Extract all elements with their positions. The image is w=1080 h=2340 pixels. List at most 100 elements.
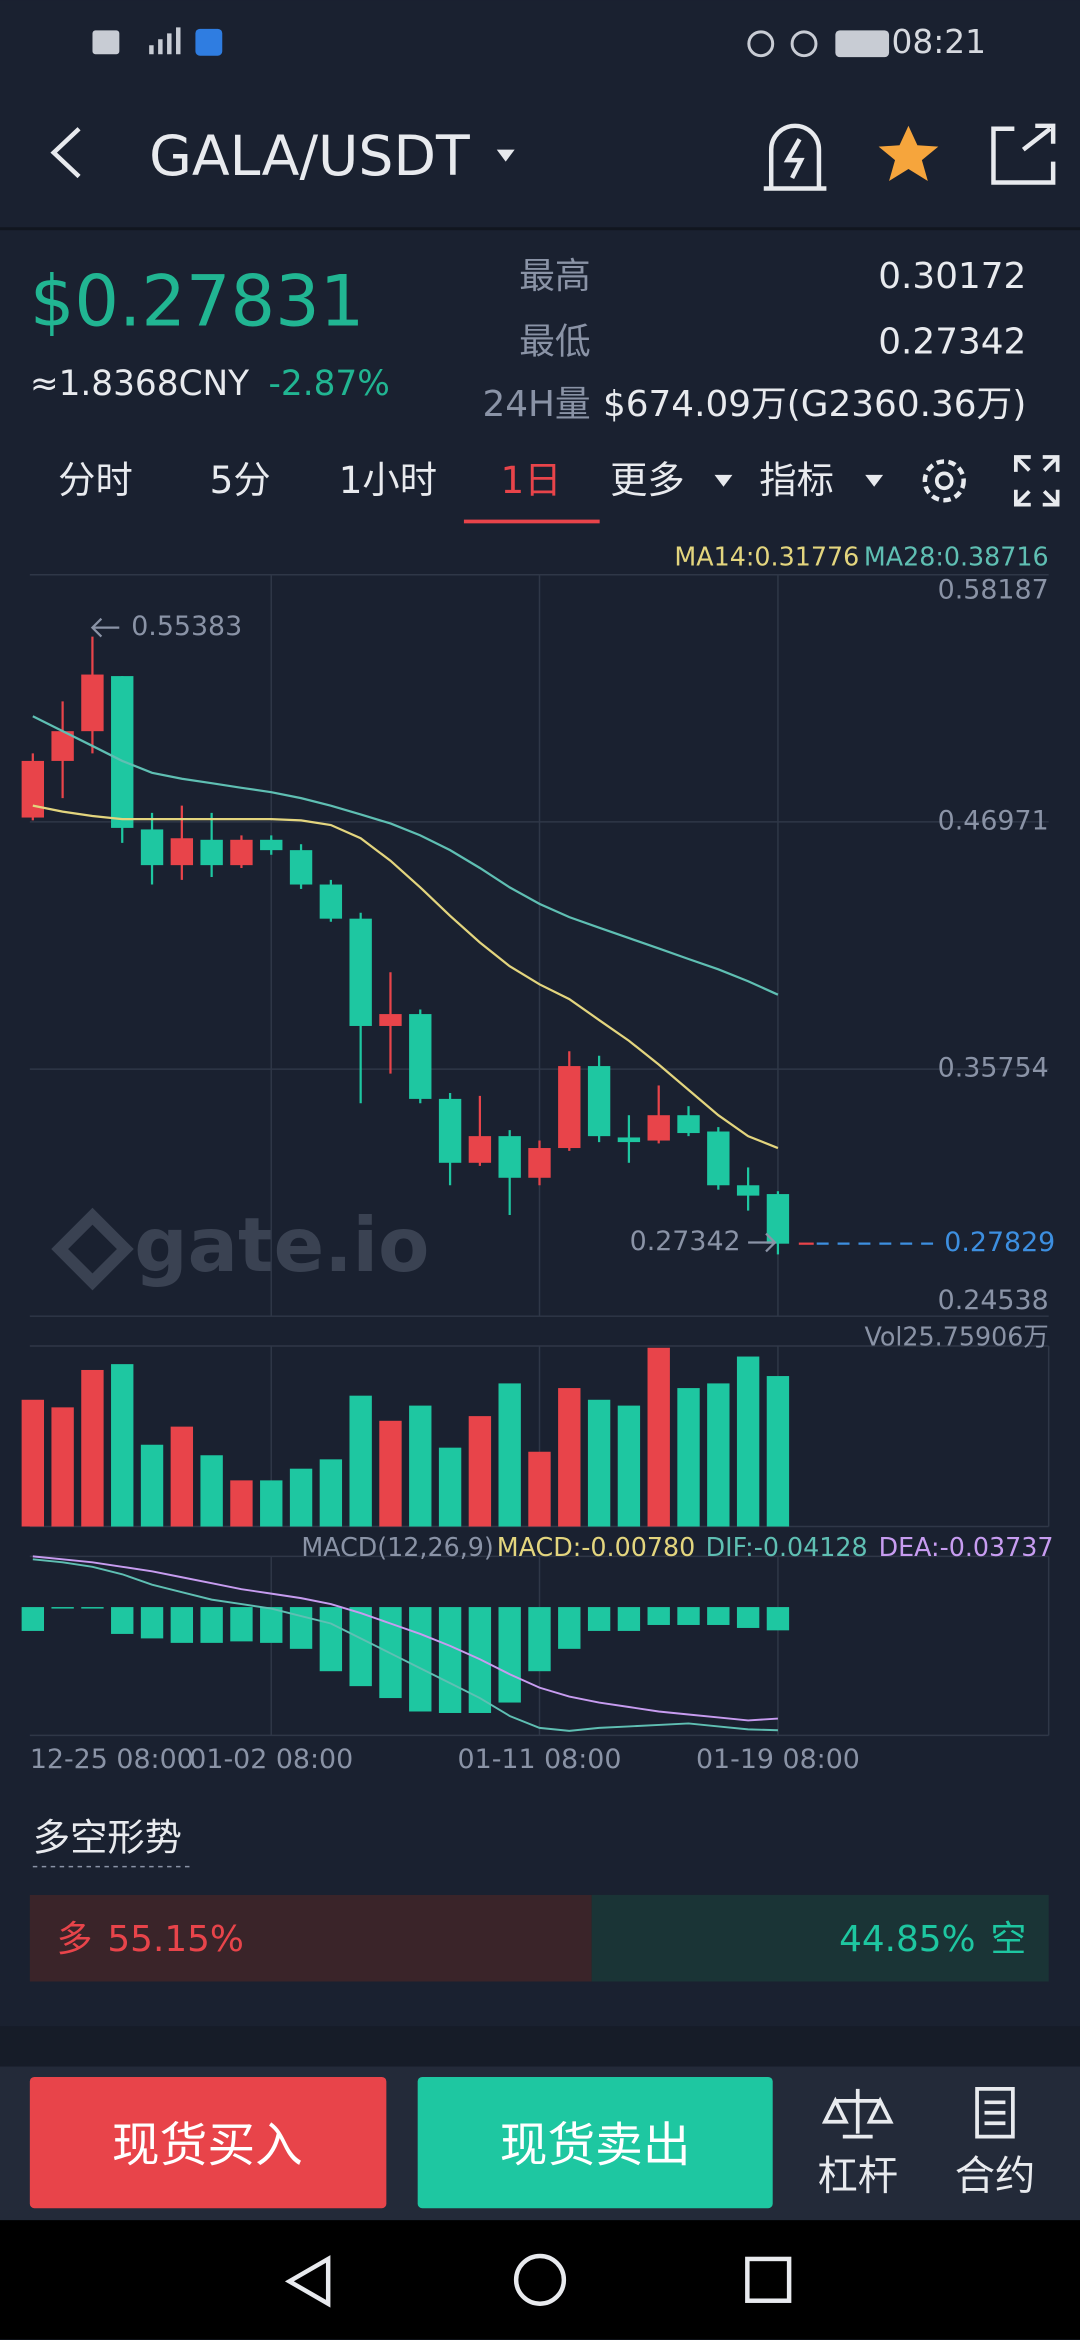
volume-bar: [438, 1447, 462, 1527]
nav-bg: [0, 2220, 1080, 2340]
alert-icon[interactable]: [763, 123, 827, 191]
volume-bar: [379, 1420, 402, 1527]
macd-label: MACD(12,26,9): [301, 1532, 493, 1562]
candle-body: [349, 918, 372, 1026]
volume-bar: [409, 1405, 432, 1527]
pair-dropdown[interactable]: [496, 149, 515, 162]
macd-bar: [170, 1607, 194, 1643]
high-marker-label: 0.55383: [131, 611, 242, 642]
tab[interactable]: 1日: [501, 458, 562, 502]
volume-bar: [498, 1383, 521, 1527]
buy-button[interactable]: [29, 2076, 387, 2209]
volume-bar: [140, 1444, 164, 1527]
legend-entry: MA28:0.38716: [864, 541, 1049, 571]
x-tick-label: 01-19 08:00: [696, 1744, 860, 1775]
y-tick-label: 0.58187: [938, 575, 1049, 606]
interval-tabs: 分时 5分 1小时 1日 更多 指标: [58, 455, 1060, 524]
macd-bar: [736, 1607, 760, 1628]
macd-bar: [230, 1607, 253, 1642]
fullscreen-icon[interactable]: [1013, 455, 1060, 507]
ticker: $0.27831 ≈1.8368CNY -2.87%: [30, 260, 390, 404]
buy-label[interactable]: 现货买入: [112, 2119, 303, 2174]
candle-body: [379, 1014, 402, 1026]
candle-body: [438, 1098, 462, 1163]
candle-body: [21, 760, 45, 818]
back-button[interactable]: [50, 127, 81, 179]
macd-bar: [51, 1607, 74, 1609]
share-icon[interactable]: [991, 123, 1056, 185]
stat-label: 最低: [519, 322, 591, 363]
candle-body: [528, 1148, 551, 1178]
action-bar: 现货买入 现货卖出 杠杆 合约: [0, 2066, 1080, 2221]
macd-bar: [677, 1607, 700, 1625]
long-share-bar: [29, 1894, 592, 1982]
candle-body: [647, 1115, 670, 1141]
long-side: 多: [57, 1919, 93, 1960]
macd-bar: [587, 1607, 611, 1631]
volume-bar: [51, 1407, 74, 1527]
last-price: $0.27831: [30, 260, 365, 342]
settings-icon-center: [934, 471, 954, 491]
volume-bar: [707, 1383, 730, 1527]
sell-label[interactable]: 现货卖出: [500, 2119, 691, 2174]
macd-bar: [319, 1607, 343, 1672]
x-tick-label: 01-02 08:00: [189, 1744, 353, 1775]
sentiment: 多空形势 多 55.15% 44.85% 空: [29, 1815, 1049, 1982]
macd-bar: [438, 1607, 462, 1713]
volume-bar: [200, 1455, 223, 1527]
futures-label[interactable]: 合约: [955, 2153, 1036, 2199]
candle-body: [558, 1066, 581, 1149]
low-marker-arrow: [748, 1232, 777, 1253]
candle-body: [140, 829, 164, 866]
tab-dropdown-arrows: [714, 474, 884, 487]
tab[interactable]: 更多: [610, 458, 685, 502]
y-tick-label: 0.35754: [938, 1053, 1049, 1084]
macd-bar: [349, 1607, 372, 1687]
tab[interactable]: 5分: [210, 458, 271, 502]
hd-icon: [92, 30, 120, 55]
settings-icon[interactable]: [922, 459, 966, 503]
futures-icon[interactable]: [975, 2087, 1015, 2139]
pair-title[interactable]: GALA/USDT: [149, 125, 470, 189]
tab[interactable]: 指标: [759, 458, 834, 502]
candle-body: [200, 839, 223, 866]
volume-bar: [587, 1399, 611, 1527]
short-share-bar: [591, 1894, 1049, 1982]
volume-bar: [736, 1356, 760, 1527]
margin-icon[interactable]: [821, 2088, 894, 2139]
short-percent: 44.85%: [839, 1919, 976, 1960]
battery-icon: [835, 30, 890, 58]
stat-label: 最高: [519, 256, 591, 297]
candle-body: [617, 1137, 641, 1143]
tab[interactable]: 1小时: [339, 458, 437, 502]
volume-bar: [230, 1480, 253, 1527]
margin-label[interactable]: 杠杆: [817, 2153, 898, 2199]
volume-bar: [289, 1468, 313, 1527]
candle-body: [587, 1066, 611, 1137]
watermark-text: gate.io: [134, 1202, 429, 1289]
favorite-star[interactable]: [878, 125, 939, 181]
stat-label: 24H量: [482, 384, 590, 425]
nav-back[interactable]: [284, 2255, 331, 2308]
volume-bar: [81, 1369, 104, 1527]
candle-body: [111, 676, 134, 828]
signal-bars: [149, 27, 181, 55]
nav-home[interactable]: [513, 2253, 567, 2306]
short-label: 44.85% 空: [839, 1919, 1026, 1960]
stat-value: 0.30172: [878, 256, 1026, 297]
macd-bar: [260, 1607, 283, 1643]
tab[interactable]: 分时: [58, 458, 133, 502]
volume-bar: [766, 1376, 790, 1527]
x-tick-label: 12-25 08:00: [30, 1744, 194, 1775]
volume-bar: [468, 1416, 492, 1527]
volume-bar: [558, 1388, 581, 1527]
nav-recent[interactable]: [745, 2256, 792, 2303]
candle-body: [736, 1185, 760, 1196]
candle-body: [468, 1136, 492, 1163]
volume-bar: [170, 1426, 194, 1527]
sell-button[interactable]: [417, 2076, 773, 2209]
cny-price: ≈1.8368CNY: [30, 364, 250, 404]
candle-body: [707, 1131, 730, 1186]
